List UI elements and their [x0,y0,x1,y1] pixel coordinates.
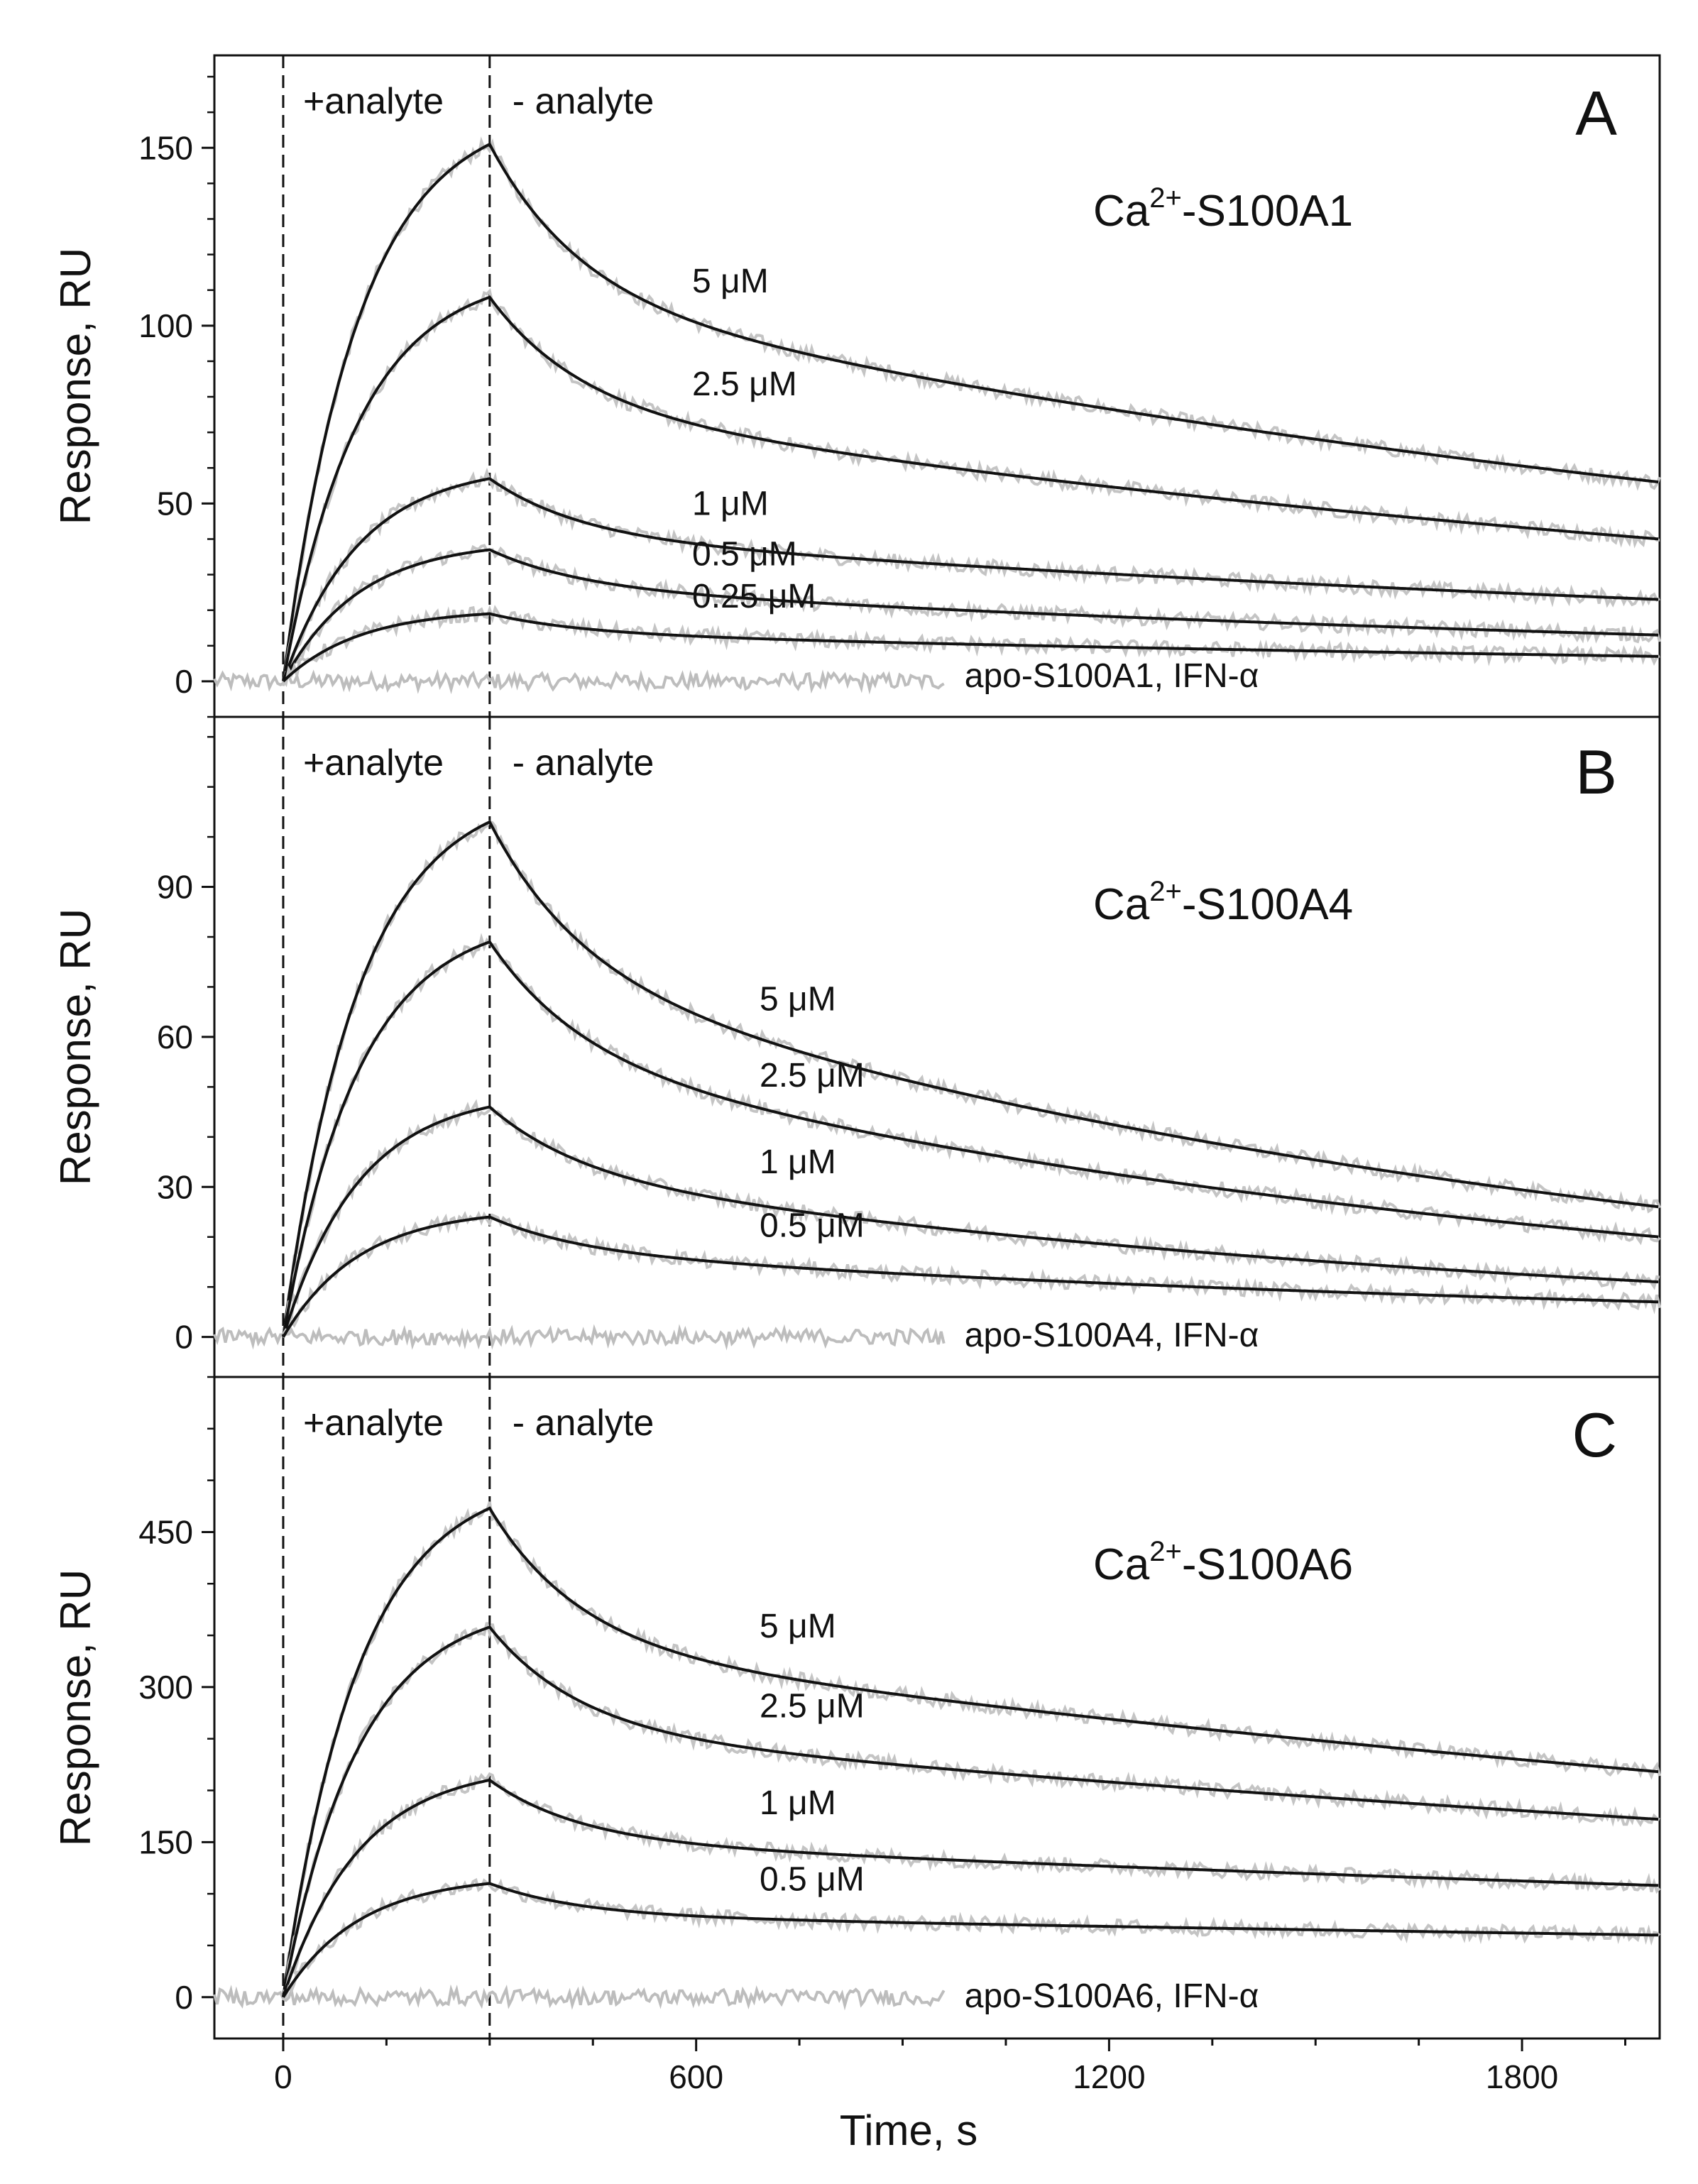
control-label: apo-S100A6, IFN-α [965,1977,1259,2015]
x-tick-label: 1200 [1073,2058,1145,2095]
concentration-label: 0.5 μM [760,1860,865,1898]
protein-label: Ca2+-S100A6 [1093,1536,1353,1589]
y-tick-label: 30 [157,1168,193,1205]
concentration-label: 5 μM [760,980,836,1018]
control-trace [213,1984,946,2011]
raw-trace [282,467,1660,683]
panel-a: 0 50 100 150 Response, RU +analyte - analyte A C… [52,54,1661,718]
concentration-label: 1 μM [760,1143,836,1181]
y-axis-title: Response, RU [52,909,99,1185]
control-trace [213,669,945,695]
x-tick-label: 1800 [1486,2058,1558,2095]
y-tick-label: 0 [175,663,193,700]
raw-trace [282,1622,1660,2001]
y-tick-label: 50 [157,485,193,522]
panel-frame [213,1376,1661,2040]
panel-b: 0 30 60 90 Response, RU +analyte - analyte B Ca2… [52,715,1661,1378]
concentration-label: 5 μM [760,1608,836,1645]
y-tick-label: 150 [138,1823,193,1860]
phase-label-association: +analyte [303,742,444,784]
concentration-label: 5 μM [692,263,769,300]
x-axis-title: Time, s [840,2107,977,2154]
raw-trace [282,1877,1661,2000]
fit-curve [282,548,1659,682]
control-label: apo-S100A4, IFN-α [965,1317,1259,1354]
concentration-label: 2.5 μM [760,1688,865,1725]
concentration-label: 1 μM [692,485,769,523]
raw-trace [282,288,1660,686]
y-tick-label: 0 [175,1979,193,2016]
concentration-label: 0.25 μM [692,578,816,615]
panel-c: 0 150 300 450 Response, RU +analyte - analyte C… [52,1376,1661,2051]
fit-curve [282,1778,1659,1998]
panel-letter: B [1575,737,1617,807]
raw-trace [282,605,1660,688]
y-tick-label: 300 [138,1669,193,1706]
fit-curve [282,142,1659,682]
fit-curve [282,1625,1659,1998]
concentration-label: 1 μM [760,1784,836,1822]
phase-label-dissociation: - analyte [513,742,654,784]
y-tick-label: 0 [175,1319,193,1356]
fit-curve [282,940,1659,1337]
panel-letter: A [1575,78,1617,148]
fit-curve [282,1506,1659,1998]
fit-curve [282,612,1659,683]
y-tick-label: 100 [138,307,193,344]
x-tick-label: 600 [669,2058,723,2095]
phase-label-association: +analyte [303,1403,444,1444]
fit-curve [282,1882,1659,1998]
y-tick-label: 60 [157,1019,193,1055]
phase-label-association: +analyte [303,81,444,122]
protein-label: Ca2+-S100A1 [1093,182,1353,236]
raw-trace [282,1099,1660,1339]
control-trace [213,1324,946,1351]
protein-label: Ca2+-S100A4 [1093,876,1353,929]
control-label: apo-S100A1, IFN-α [965,657,1259,695]
concentration-label: 2.5 μM [692,366,797,403]
concentration-label: 0.5 μM [692,536,797,574]
panel-letter: C [1572,1400,1617,1470]
fit-curve [282,1215,1659,1338]
concentration-label: 2.5 μM [760,1057,865,1094]
phase-label-dissociation: - analyte [513,1403,654,1444]
fit-curve [282,477,1659,682]
y-axis-title: Response, RU [52,1569,99,1846]
y-tick-label: 150 [138,129,193,166]
concentration-label: 0.5 μM [760,1207,865,1244]
fit-curve [282,820,1659,1337]
fit-curve [282,1105,1659,1338]
y-tick-label: 90 [157,869,193,906]
x-tick-label: 0 [274,2058,292,2095]
y-tick-label: 450 [138,1513,193,1550]
y-axis-title: Response, RU [52,248,99,525]
fit-curve [282,295,1659,682]
phase-label-dissociation: - analyte [513,81,654,122]
